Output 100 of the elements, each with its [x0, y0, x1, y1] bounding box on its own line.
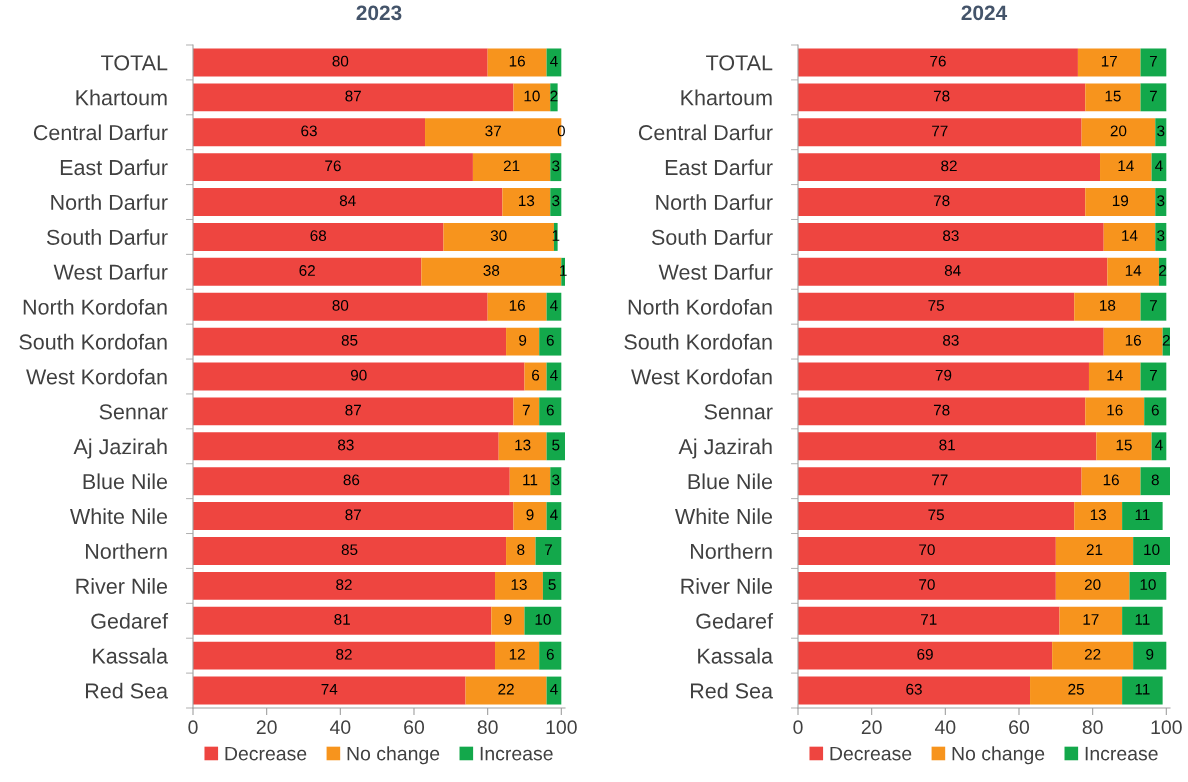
- data-label: 10: [524, 90, 540, 102]
- bar: [1155, 118, 1167, 147]
- y-tick-label: TOTAL: [101, 55, 168, 71]
- data-label: 3: [1157, 230, 1165, 242]
- data-label: 79: [935, 369, 952, 381]
- data-label: 87: [345, 404, 361, 416]
- bar: [546, 432, 565, 461]
- data-label: 22: [498, 683, 514, 695]
- bar: [1122, 676, 1163, 705]
- bar: [798, 502, 1075, 531]
- data-label: 7: [1149, 369, 1157, 381]
- bar: [798, 641, 1053, 670]
- bar: [1140, 467, 1170, 496]
- y-tick-label: North Darfur: [656, 194, 773, 211]
- bar: [550, 83, 558, 112]
- x-tick-label: 60: [404, 720, 425, 735]
- x-tick-label: 80: [477, 720, 498, 735]
- data-label: 75: [928, 300, 944, 311]
- data-label: 4: [550, 683, 558, 695]
- data-label: 84: [944, 265, 961, 276]
- data-label: 22: [1084, 648, 1101, 660]
- bar: [193, 432, 499, 461]
- bar: [498, 432, 547, 461]
- x-tick-label: 60: [1009, 720, 1030, 735]
- data-label: 68: [310, 230, 327, 242]
- bar: [1140, 83, 1167, 112]
- bar: [487, 48, 547, 77]
- legend-label: No change: [952, 746, 1045, 765]
- y-tick-label: Red Sea: [85, 682, 168, 699]
- y-tick-label: Red Sea: [690, 682, 773, 699]
- data-label: 80: [332, 299, 349, 311]
- y-tick-label: Blue Nile: [688, 473, 773, 490]
- data-label: 70: [919, 544, 935, 556]
- bar: [1140, 292, 1167, 321]
- bar: [502, 188, 551, 216]
- bar: [1074, 502, 1123, 531]
- bar: [193, 571, 496, 600]
- data-label: 30: [490, 230, 507, 242]
- bar: [1107, 257, 1159, 286]
- data-label: 15: [1105, 90, 1121, 102]
- data-label: 10: [1144, 544, 1160, 556]
- data-label: 69: [917, 648, 933, 660]
- bar: [798, 48, 1078, 77]
- data-label: 6: [546, 404, 554, 416]
- data-label: 9: [526, 509, 534, 521]
- bar: [524, 606, 562, 635]
- y-tick-label: Sennar: [704, 404, 773, 420]
- data-label: 2: [1162, 334, 1170, 346]
- x-tick-label: 20: [256, 720, 277, 735]
- data-label: 83: [943, 334, 959, 346]
- bar: [798, 83, 1086, 112]
- data-label: 2: [1159, 265, 1167, 276]
- data-label: 83: [943, 230, 959, 242]
- bar: [550, 467, 562, 496]
- bar: [509, 467, 551, 496]
- data-label: 4: [1155, 160, 1163, 172]
- data-label: 18: [1100, 299, 1116, 311]
- data-label: 16: [509, 55, 525, 67]
- data-label: 62: [299, 265, 315, 276]
- y-tick-label: TOTAL: [706, 55, 773, 71]
- x-tick-label: 100: [1151, 720, 1182, 735]
- data-label: 75: [928, 509, 944, 521]
- bar: [550, 153, 562, 182]
- data-label: 16: [1125, 334, 1141, 346]
- bar: [1074, 292, 1141, 321]
- bar: [1103, 222, 1156, 251]
- bar: [487, 292, 547, 321]
- data-label: 1: [552, 230, 560, 241]
- bar: [798, 222, 1104, 251]
- y-tick-label: Kassala: [93, 647, 168, 664]
- data-label: 17: [1101, 55, 1117, 67]
- bar: [193, 397, 514, 426]
- data-label: 20: [1084, 579, 1101, 590]
- x-tick-label: 40: [934, 720, 956, 735]
- bar: [798, 327, 1104, 356]
- bar: [443, 222, 554, 251]
- data-label: 86: [343, 474, 360, 486]
- bar: [1103, 327, 1163, 356]
- bar: [1052, 641, 1134, 670]
- data-label: 77: [932, 474, 948, 486]
- bar: [1055, 571, 1130, 600]
- data-label: 81: [939, 439, 955, 451]
- bar: [1122, 606, 1163, 635]
- bar: [193, 257, 422, 286]
- y-tick-label: South Kordofan: [19, 333, 167, 350]
- y-tick-label: South Darfur: [651, 229, 773, 245]
- bar: [193, 676, 466, 705]
- y-tick-label: North Darfur: [51, 194, 168, 211]
- bar: [1077, 48, 1141, 77]
- data-label: 76: [930, 55, 946, 67]
- legend-label: Increase: [1085, 746, 1158, 761]
- bar: [1085, 397, 1145, 426]
- data-label: 14: [1125, 265, 1142, 276]
- y-tick-label: South Kordofan: [624, 333, 772, 350]
- data-label: 7: [1149, 90, 1157, 102]
- bar: [798, 571, 1056, 600]
- bar: [465, 676, 547, 705]
- bar: [1100, 153, 1152, 182]
- bar: [495, 641, 540, 670]
- data-label: 6: [546, 648, 554, 660]
